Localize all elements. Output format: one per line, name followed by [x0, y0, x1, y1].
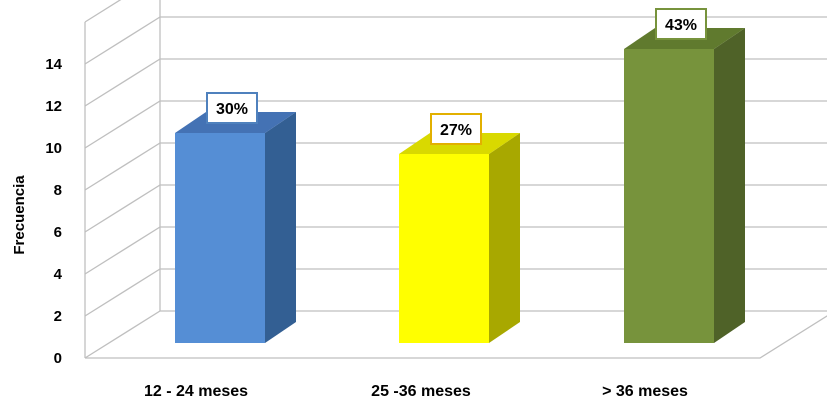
bar-side	[265, 112, 296, 343]
x-tick-label: > 36 meses	[602, 383, 688, 400]
y-axis-label: Frecuencia	[11, 175, 28, 255]
bar	[399, 133, 520, 343]
y-tick-label: 10	[45, 140, 62, 157]
chart-grid	[84, 0, 827, 359]
data-label: 30%	[206, 92, 258, 124]
data-label: 43%	[655, 8, 707, 40]
bars: 30% 27% 43%	[175, 8, 745, 343]
bar-front	[175, 133, 265, 343]
y-tick-label: 8	[54, 182, 62, 199]
y-tick-label: 2	[54, 308, 62, 325]
data-label: 27%	[430, 113, 482, 145]
floor-edge	[85, 315, 827, 359]
data-label-text: 30%	[216, 101, 248, 118]
bar-front	[399, 154, 489, 343]
data-label-text: 43%	[665, 17, 697, 34]
bar	[175, 112, 296, 343]
y-axis-ticks: 0 2 4 6 8 10 12 14	[45, 56, 62, 367]
x-tick-label: 25 -36 meses	[371, 383, 471, 400]
bar-side	[489, 133, 520, 343]
y-tick-label: 12	[45, 98, 62, 115]
y-tick-label: 4	[54, 266, 63, 283]
data-label-text: 27%	[440, 122, 472, 139]
x-axis-labels: 12 - 24 meses 25 -36 meses > 36 meses	[144, 383, 688, 400]
gridline	[84, 0, 122, 23]
x-tick-label: 12 - 24 meses	[144, 383, 248, 400]
bar-front	[624, 49, 714, 343]
y-tick-label: 14	[45, 56, 62, 73]
y-tick-label: 0	[54, 350, 62, 367]
data-label-box	[655, 8, 707, 40]
chart-floor	[85, 315, 827, 359]
data-label-box	[206, 92, 258, 124]
data-label-box	[430, 113, 482, 145]
y-tick-label: 6	[54, 224, 62, 241]
bar	[624, 28, 745, 343]
bar-side	[714, 28, 745, 343]
